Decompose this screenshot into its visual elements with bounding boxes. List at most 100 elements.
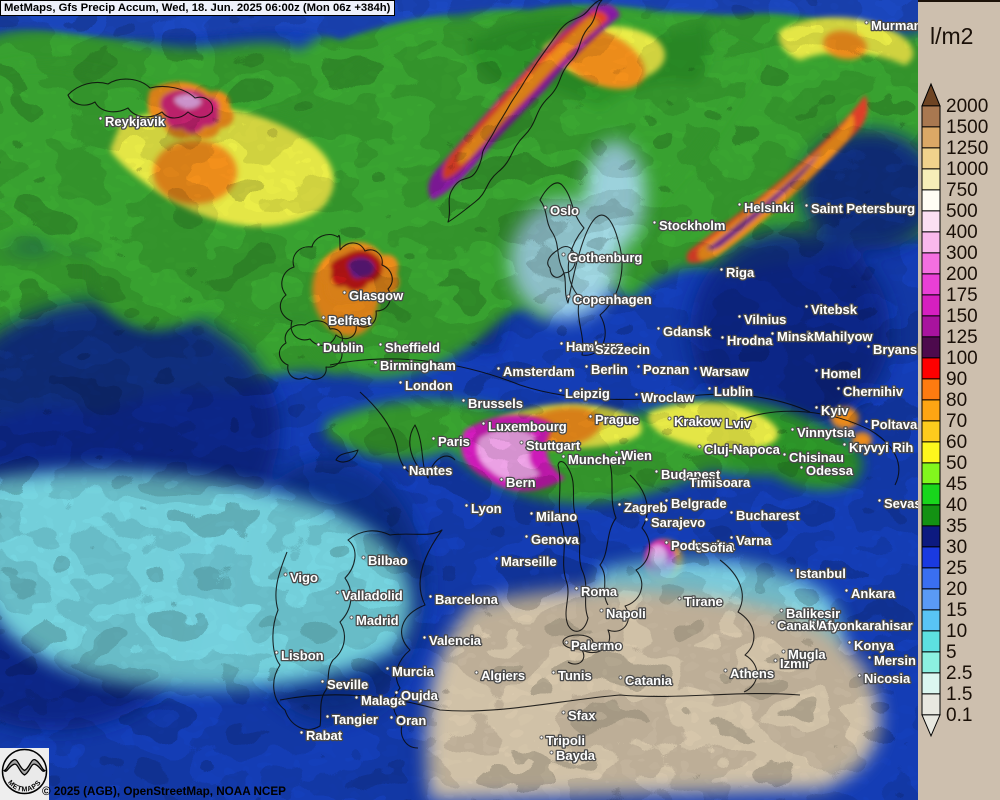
svg-text:Mersin: Mersin — [874, 653, 916, 668]
svg-text:Lisbon: Lisbon — [281, 648, 324, 663]
svg-text:Bayda: Bayda — [556, 748, 596, 763]
svg-text:Krakow: Krakow — [674, 414, 722, 429]
svg-text:Gdansk: Gdansk — [663, 324, 711, 339]
svg-text:Minsk: Minsk — [777, 329, 815, 344]
svg-text:Roma: Roma — [581, 584, 618, 599]
svg-text:Lviv: Lviv — [725, 416, 752, 431]
svg-text:Tunis: Tunis — [558, 668, 592, 683]
svg-text:Oujda: Oujda — [401, 688, 439, 703]
svg-text:Tirane: Tirane — [684, 594, 723, 609]
svg-text:Ankara: Ankara — [851, 586, 896, 601]
svg-text:Tripoli: Tripoli — [546, 733, 585, 748]
svg-text:Vilnius: Vilnius — [744, 312, 786, 327]
svg-text:Oran: Oran — [396, 713, 426, 728]
svg-text:Madrid: Madrid — [356, 613, 399, 628]
svg-text:London: London — [405, 378, 453, 393]
svg-text:5: 5 — [946, 642, 957, 663]
svg-text:Tangier: Tangier — [332, 712, 378, 727]
svg-text:0.1: 0.1 — [946, 705, 972, 726]
svg-text:Murmansk: Murmansk — [871, 18, 918, 33]
svg-text:Belfast: Belfast — [328, 313, 372, 328]
svg-text:Birmingham: Birmingham — [380, 358, 456, 373]
svg-text:70: 70 — [946, 411, 967, 432]
svg-text:Vigo: Vigo — [290, 570, 318, 585]
svg-text:Poltava: Poltava — [871, 417, 918, 432]
svg-text:Szczecin: Szczecin — [595, 342, 650, 357]
svg-text:Oslo: Oslo — [550, 203, 579, 218]
svg-text:Murcia: Murcia — [392, 664, 435, 679]
svg-text:Istanbul: Istanbul — [796, 566, 846, 581]
svg-text:Mugla: Mugla — [788, 647, 826, 662]
svg-text:1.5: 1.5 — [946, 684, 972, 705]
svg-text:80: 80 — [946, 390, 967, 411]
svg-text:Barcelona: Barcelona — [435, 592, 499, 607]
svg-text:Berlin: Berlin — [591, 362, 628, 377]
svg-text:Hrodna: Hrodna — [727, 333, 773, 348]
svg-text:500: 500 — [946, 201, 978, 222]
svg-text:60: 60 — [946, 432, 967, 453]
svg-text:150: 150 — [946, 306, 978, 327]
svg-text:40: 40 — [946, 495, 967, 516]
svg-text:Poznan: Poznan — [643, 362, 689, 377]
svg-text:Rabat: Rabat — [306, 728, 343, 743]
svg-text:Belgrade: Belgrade — [671, 496, 727, 511]
svg-text:Reykjavik: Reykjavik — [105, 114, 166, 129]
svg-text:15: 15 — [946, 600, 967, 621]
svg-text:Valencia: Valencia — [429, 633, 482, 648]
svg-text:Amsterdam: Amsterdam — [503, 364, 575, 379]
svg-text:50: 50 — [946, 453, 967, 474]
svg-text:Bucharest: Bucharest — [736, 508, 800, 523]
svg-text:Marseille: Marseille — [501, 554, 557, 569]
svg-text:Genova: Genova — [531, 532, 579, 547]
svg-text:Odessa: Odessa — [806, 463, 854, 478]
svg-text:Nantes: Nantes — [409, 463, 452, 478]
svg-text:Stuttgart: Stuttgart — [526, 438, 581, 453]
svg-text:Mahilyow: Mahilyow — [814, 329, 873, 344]
svg-text:1500: 1500 — [946, 117, 988, 138]
svg-text:Riga: Riga — [726, 265, 755, 280]
svg-text:750: 750 — [946, 180, 978, 201]
svg-text:Valladolid: Valladolid — [342, 588, 403, 603]
svg-text:Dublin: Dublin — [323, 340, 363, 355]
svg-text:Helsinki: Helsinki — [744, 200, 794, 215]
svg-text:Sfax: Sfax — [568, 708, 596, 723]
svg-text:Afyonkarahisar: Afyonkarahisar — [818, 618, 913, 633]
svg-text:2000: 2000 — [946, 96, 988, 117]
svg-text:Seville: Seville — [327, 677, 368, 692]
svg-text:Timisoara: Timisoara — [689, 475, 751, 490]
svg-text:125: 125 — [946, 327, 978, 348]
svg-text:Catania: Catania — [625, 673, 673, 688]
svg-text:Zagreb: Zagreb — [624, 500, 667, 515]
svg-text:Sevastopol: Sevastopol — [884, 496, 918, 511]
svg-text:45: 45 — [946, 474, 967, 495]
svg-text:Athens: Athens — [730, 666, 774, 681]
svg-text:Bilbao: Bilbao — [368, 553, 408, 568]
svg-text:Prague: Prague — [595, 412, 639, 427]
svg-text:Copenhagen: Copenhagen — [573, 292, 652, 307]
svg-text:Vitebsk: Vitebsk — [811, 302, 858, 317]
svg-text:Palermo: Palermo — [571, 638, 622, 653]
svg-text:25: 25 — [946, 558, 967, 579]
svg-text:Nicosia: Nicosia — [864, 671, 911, 686]
svg-text:Sofia: Sofia — [701, 540, 734, 555]
svg-text:Leipzig: Leipzig — [565, 386, 610, 401]
svg-text:Gothenburg: Gothenburg — [568, 250, 642, 265]
svg-text:l/m2: l/m2 — [930, 23, 973, 49]
svg-text:Vinnytsia: Vinnytsia — [797, 425, 855, 440]
svg-text:Varna: Varna — [736, 533, 772, 548]
svg-text:90: 90 — [946, 369, 967, 390]
svg-text:1000: 1000 — [946, 159, 988, 180]
svg-text:175: 175 — [946, 285, 978, 306]
svg-text:Napoli: Napoli — [606, 606, 646, 621]
svg-text:Luxembourg: Luxembourg — [488, 419, 567, 434]
svg-text:Saint Petersburg: Saint Petersburg — [811, 201, 915, 216]
svg-text:Milano: Milano — [536, 509, 577, 524]
svg-text:Konya: Konya — [854, 638, 895, 653]
svg-text:35: 35 — [946, 516, 967, 537]
svg-text:100: 100 — [946, 348, 978, 369]
svg-text:Lublin: Lublin — [714, 384, 753, 399]
svg-text:Kryvyi Rih: Kryvyi Rih — [849, 440, 913, 455]
svg-text:Lyon: Lyon — [471, 501, 502, 516]
svg-text:Bern: Bern — [506, 475, 536, 490]
svg-text:200: 200 — [946, 264, 978, 285]
